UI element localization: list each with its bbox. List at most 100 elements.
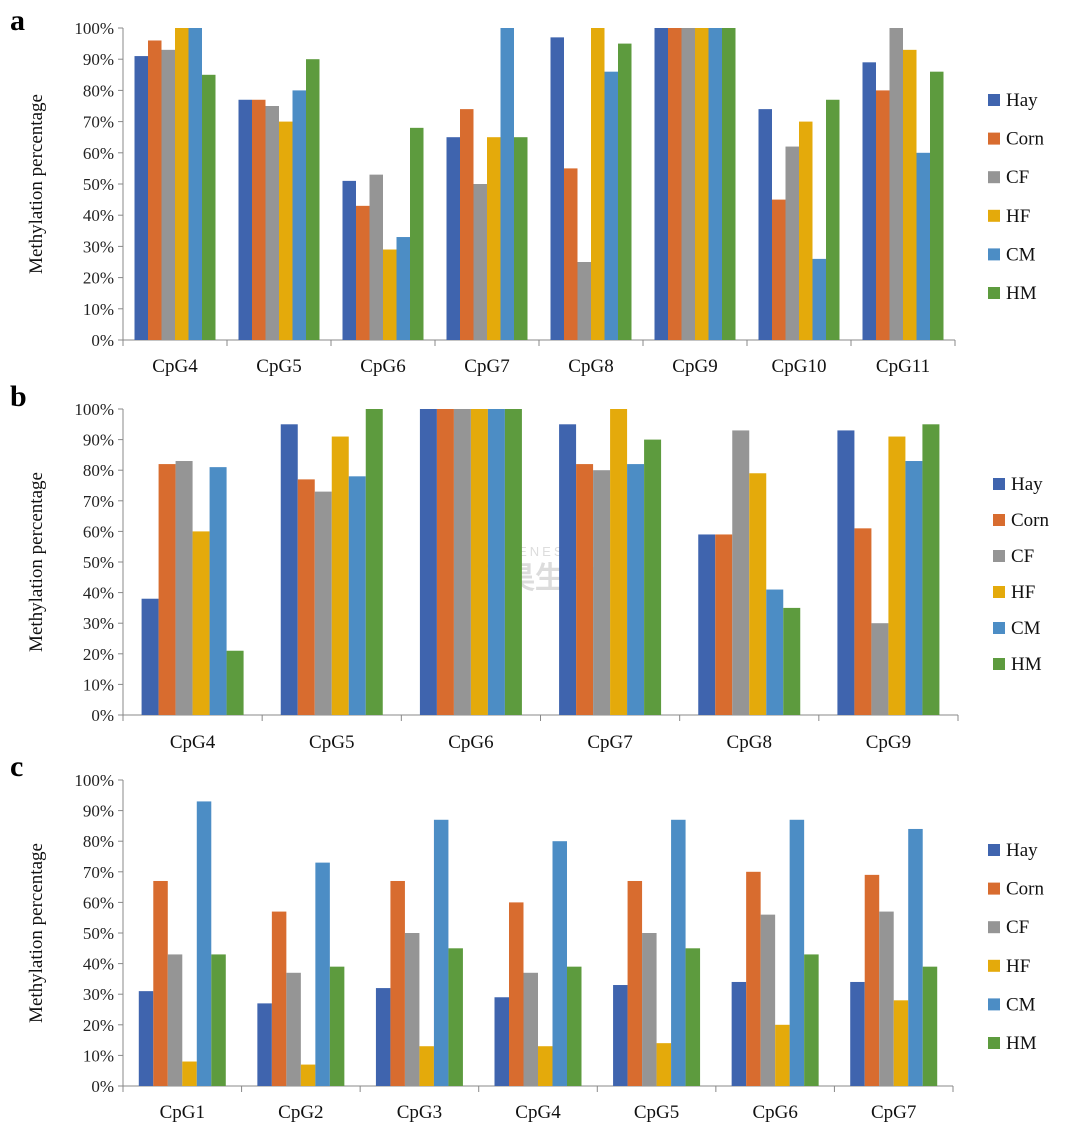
bar-cf-cpg2 [286,972,301,1086]
y-tick-label: 0% [91,331,114,350]
chart-panel-a: a Methylation percentage 0% 10% 20% 30% 40% 50%… [10,4,1045,377]
y-axis-label: Methylation percentage [26,94,47,274]
bar-hay-cpg10 [758,109,772,341]
bar-cf-cpg5 [314,491,332,715]
bar-hay-cpg6 [731,981,747,1086]
category-label-cpg4: CpG4 [515,1102,561,1123]
category-label-cpg6: CpG6 [752,1102,797,1123]
bar-hm-cpg2 [329,966,345,1086]
y-tick-label: 40% [83,206,114,225]
bar-cm-cpg2 [315,862,330,1086]
bar-cf-cpg4 [523,972,538,1086]
bar-hay-cpg5 [613,985,628,1086]
legend-swatch-hm [988,287,1000,299]
y-tick-label: 100% [74,400,114,419]
bar-cf-cpg11 [889,28,903,340]
bar-hf-cpg6 [775,1024,790,1086]
bar-hm-cpg8 [618,43,632,340]
chart-panel-b: b Methylation percentage 0% 10% 20% 30% 40% 50%… [10,380,1050,753]
y-tick-label: 60% [83,522,114,541]
legend: Hay Corn CF HF CM HM [988,840,1045,1054]
category-label-cpg5: CpG5 [256,356,301,377]
legend-swatch-hf [993,586,1005,598]
bar-cm-cpg1 [196,801,212,1086]
bar-corn-cpg7 [460,109,474,341]
legend-label-cm: CM [1006,244,1036,265]
bar-cf-cpg6 [760,914,776,1086]
bar-hf-cpg11 [903,49,917,341]
y-tick-label: 30% [83,614,114,633]
bar-hay-cpg1 [138,991,154,1086]
bar-hf-cpg4 [192,531,210,715]
legend-swatch-corn [988,882,1000,895]
bar-hm-cpg11 [930,71,944,341]
panel-label-a: a [10,4,25,37]
bar-corn-cpg8 [564,168,578,340]
bar-cm-cpg9 [905,461,923,715]
bar-hf-cpg9 [888,436,906,715]
y-tick-label: 100% [74,19,114,38]
legend-label-hay: Hay [1006,90,1038,111]
bar-cf-cpg7 [593,470,611,715]
bar-cm-cpg7 [500,28,514,340]
legend-swatch-hf [988,959,1000,972]
bar-hf-cpg7 [610,409,628,715]
bar-cm-cpg6 [396,237,410,340]
bar-hm-cpg4 [226,650,244,715]
y-tick-label: 50% [83,175,114,194]
bar-hf-cpg7 [487,137,501,340]
y-tick-label: 100% [74,771,114,790]
y-axis-label: Methylation percentage [26,843,47,1023]
bar-cm-cpg8 [604,71,618,341]
y-tick-label: 90% [83,802,114,821]
bar-cm-cpg8 [766,589,784,715]
bar-hf-cpg2 [300,1064,316,1086]
bar-corn-cpg9 [668,28,682,340]
bar-corn-cpg9 [854,528,872,715]
category-label-cpg2: CpG2 [278,1102,323,1123]
legend-label-cf: CF [1006,917,1029,938]
bar-cm-cpg5 [292,90,306,341]
bar-hm-cpg7 [922,966,938,1086]
legend: Hay Corn CF HF CM HM [993,474,1050,675]
bar-hay-cpg9 [837,430,855,715]
y-axis-label: Methylation percentage [26,472,47,652]
bar-cf-cpg3 [404,933,420,1086]
y-tick-label: 60% [83,893,114,912]
bar-hm-cpg5 [685,948,701,1086]
legend-label-hay: Hay [1006,840,1038,861]
bar-hay-cpg7 [446,137,460,340]
bar-hm-cpg4 [202,74,216,341]
y-tick-label: 80% [83,832,114,851]
bar-cm-cpg4 [188,28,202,340]
legend-label-corn: Corn [1011,510,1050,531]
bar-hf-cpg5 [656,1043,672,1086]
bar-corn-cpg1 [153,880,168,1086]
category-label-cpg8: CpG8 [568,356,613,377]
bar-corn-cpg7 [576,464,594,715]
bar-hf-cpg7 [893,1000,909,1086]
bar-cf-cpg8 [732,430,750,715]
bar-corn-cpg5 [297,479,315,715]
y-tick-label: 10% [83,675,114,694]
bar-hf-cpg5 [279,121,293,340]
bar-corn-cpg3 [390,880,405,1086]
bar-cm-cpg6 [487,409,505,715]
bar-cf-cpg8 [577,262,591,340]
y-tick-label: 70% [83,113,114,132]
y-tick-label: 20% [83,645,114,664]
bar-corn-cpg6 [436,409,454,715]
bar-hf-cpg1 [182,1061,197,1086]
bar-hm-cpg6 [410,127,424,340]
bar-hay-cpg8 [550,37,564,341]
bar-hm-cpg9 [722,28,736,340]
y-tick-label: 30% [83,985,114,1004]
y-tick-label: 20% [83,1016,114,1035]
legend-label-cm: CM [1011,618,1041,639]
category-label-cpg7: CpG7 [464,356,509,377]
bar-cm-cpg9 [708,28,722,340]
bar-corn-cpg6 [356,205,370,340]
bar-cm-cpg6 [789,819,805,1086]
bar-corn-cpg8 [715,534,733,715]
